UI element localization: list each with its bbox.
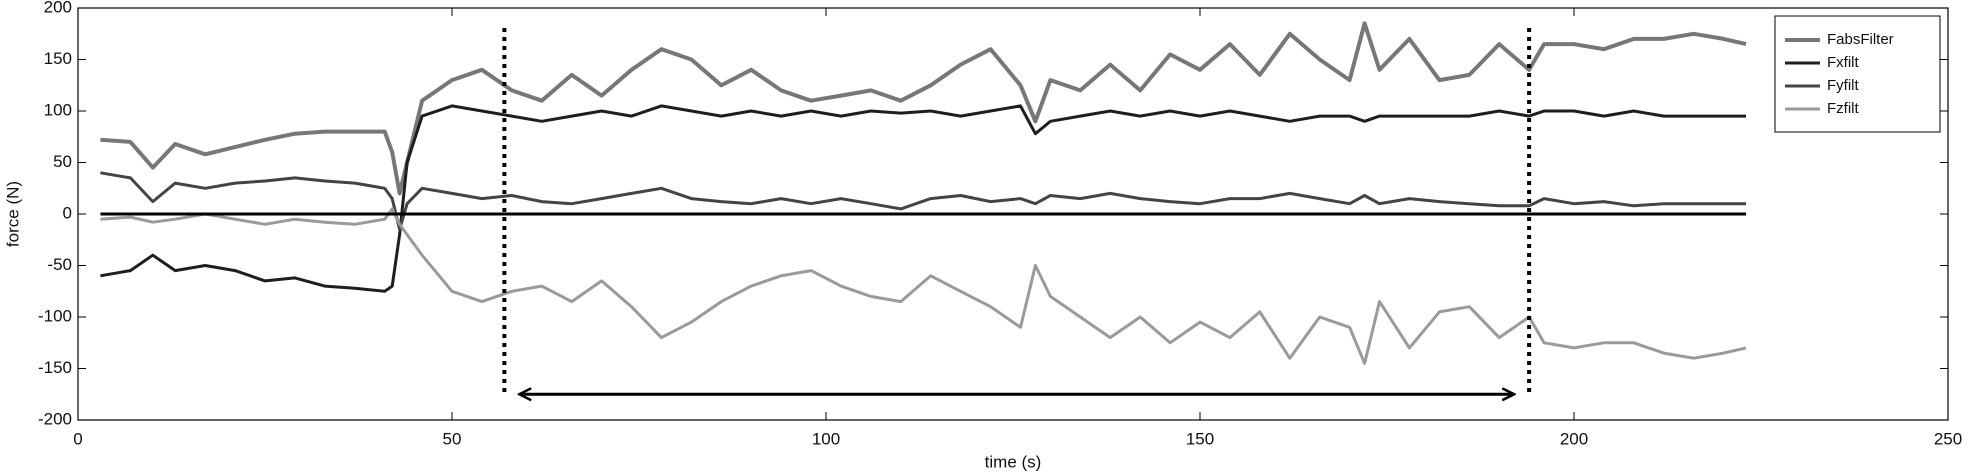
x-tick-label: 200 (1560, 429, 1588, 448)
x-tick-label: 0 (73, 429, 82, 448)
series-line (100, 21, 1747, 196)
x-tick-label: 50 (443, 429, 462, 448)
y-axis-label: force (N) (3, 181, 22, 247)
legend-label: Fyfilt (1827, 77, 1859, 94)
series-line (100, 104, 1746, 293)
y-tick-label: -200 (38, 409, 72, 428)
y-tick-label: 0 (63, 203, 72, 222)
y-tick-label: 50 (53, 152, 72, 171)
y-tick-label: -50 (47, 255, 72, 274)
x-tick-label: 250 (1934, 429, 1962, 448)
y-tick-label: 150 (44, 49, 72, 68)
legend-label: Fzfilt (1827, 100, 1859, 117)
y-tick-label: -100 (38, 306, 72, 325)
y-tick-label: 100 (44, 100, 72, 119)
y-tick-label: 200 (44, 0, 72, 16)
series-line (100, 171, 1746, 231)
x-tick-label: 150 (1186, 429, 1214, 448)
legend-label: FabsFilter (1827, 31, 1894, 48)
x-axis-label: time (s) (985, 452, 1042, 471)
legend-box (1774, 15, 1941, 133)
series-line (100, 207, 1747, 365)
x-tick-label: 100 (812, 429, 840, 448)
y-tick-label: -150 (38, 358, 72, 377)
legend-label: Fxfilt (1827, 54, 1859, 71)
